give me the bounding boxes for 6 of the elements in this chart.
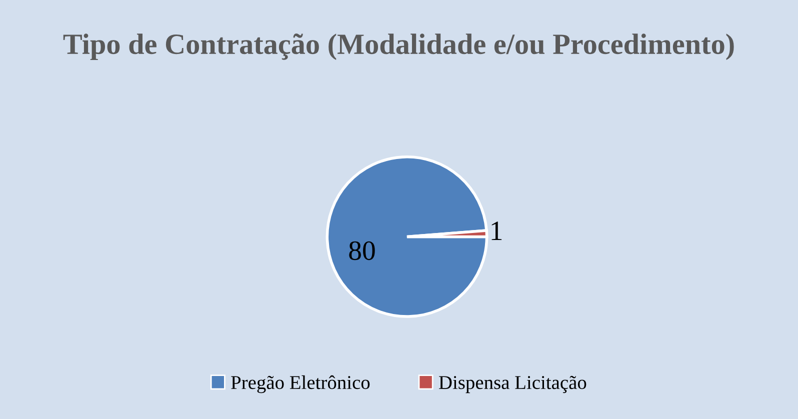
pie-slice [326,156,488,318]
legend-label: Pregão Eletrônico [231,375,370,394]
data-label: 80 [349,241,375,260]
legend-label: Dispensa Licitação [438,376,586,394]
data-label: 1 [492,222,502,240]
chart-title: Tipo de Contratação (Modalidade e/ou Procedimento) [63,34,734,60]
